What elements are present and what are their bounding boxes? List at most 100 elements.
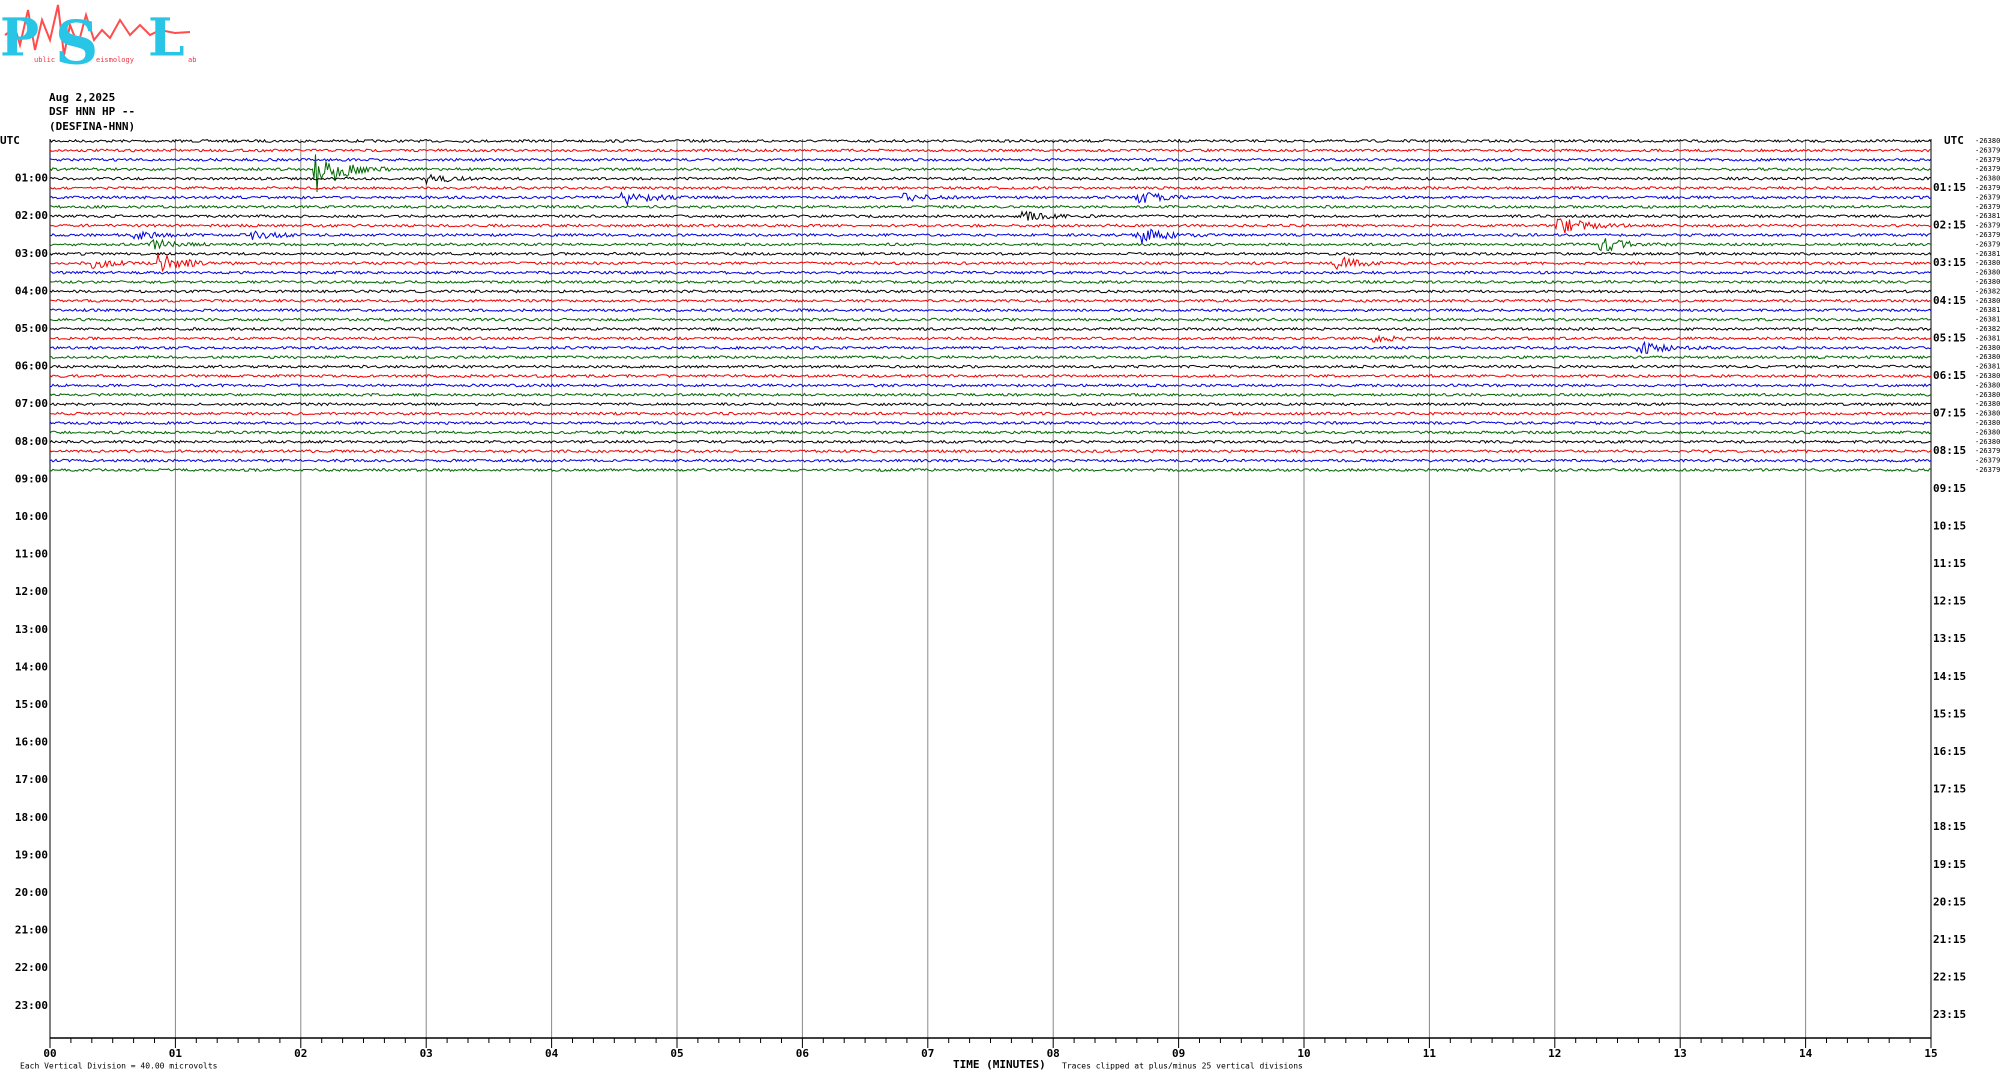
right-time-label: 17:15 [1933,783,1966,796]
x-tick-label: 04 [545,1047,559,1060]
left-time-label: 15:00 [15,698,48,711]
logo-wave [4,4,191,56]
trace [49,383,1932,388]
left-time-label: 02:00 [15,209,48,222]
trace [49,420,1932,426]
left-time-label: 11:00 [15,548,48,561]
right-time-label: 07:15 [1933,407,1966,420]
right-time-label: 18:15 [1933,820,1966,833]
left-time-label: 03:00 [15,247,48,260]
left-time-label: 08:00 [15,435,48,448]
left-time-label: 01:00 [15,172,48,185]
x-tick-label: 08 [1047,1047,1060,1060]
right-time-label: 03:15 [1933,256,1966,269]
right-time-label: 01:15 [1933,181,1966,194]
trace [49,185,1931,191]
trace [49,279,1932,285]
trace [49,439,1932,445]
left-time-label: 09:00 [15,472,48,485]
trace-offset: -26381 [1975,250,2000,258]
trace-offset: -26380 [1975,175,2000,183]
trace [49,458,1932,463]
trace-offset: -26379 [1975,156,2000,164]
right-time-label: 09:15 [1933,482,1966,495]
right-time-label: 19:15 [1933,858,1966,871]
left-time-label: 07:00 [15,397,48,410]
right-time-label: 23:15 [1933,1008,1966,1021]
x-tick-label: 02 [294,1047,307,1060]
right-time-label: 10:15 [1933,519,1966,532]
left-time-label: 23:00 [15,999,48,1012]
trace [49,364,1932,369]
trace [49,355,1932,360]
trace-offset: -26379 [1975,240,2000,248]
left-time-label: 14:00 [15,660,48,673]
left-time-label: 17:00 [15,773,48,786]
logo-letter: L [148,8,185,69]
left-time-label: 20:00 [15,886,48,899]
x-tick-label: 09 [1172,1047,1185,1060]
trace [49,334,1932,343]
logo-small: ublic [34,56,55,64]
trace [49,204,1932,209]
right-utc: UTC [1944,134,1964,147]
trace-offset: -26381 [1975,363,2000,371]
right-time-label: 15:15 [1933,707,1966,720]
x-tick-label: 12 [1548,1047,1561,1060]
right-time-label: 16:15 [1933,745,1966,758]
left-time-label: 10:00 [15,510,48,523]
left-time-label: 18:00 [15,811,48,824]
right-time-label: 20:15 [1933,895,1966,908]
trace-offset: -26380 [1975,428,2000,436]
trace [49,138,1932,144]
trace [49,467,1932,473]
trace-offset: -26380 [1975,410,2000,418]
right-time-label: 22:15 [1933,971,1966,984]
trace-offset: -26379 [1975,146,2000,154]
trace-offset: -26380 [1975,381,2000,389]
logo-small: ab [188,56,196,64]
trace-offset: -26380 [1975,372,2000,380]
logo: P S L ublic eismology ab [0,4,196,79]
trace [49,373,1932,379]
trace [49,430,1932,435]
trace-offset: -26380 [1975,259,2000,267]
x-tick-label: 14 [1799,1047,1813,1060]
trace-offset: -26380 [1975,278,2000,286]
trace [49,317,1932,322]
trace [49,448,1932,454]
station: DSF HNN HP -- [49,105,135,118]
x-tick-label: 01 [169,1047,183,1060]
trace-offset: -26380 [1975,353,2000,361]
trace-offset: -26380 [1975,438,2000,446]
left-time-label: 04:00 [15,284,48,297]
trace [49,173,1932,186]
logo-letter: P [0,8,39,69]
station-name: (DESFINA-HNN) [49,120,135,133]
trace [49,253,1932,273]
trace [49,218,1932,234]
trace-offset: -26381 [1975,212,2000,220]
left-time-label: 12:00 [15,585,48,598]
right-time-label: 04:15 [1933,294,1966,307]
x-tick-label: 15 [1924,1047,1937,1060]
right-time-label: 06:15 [1933,369,1966,382]
trace-offset: -26380 [1975,344,2000,352]
x-tick-label: 05 [670,1047,683,1060]
trace-offset: -26380 [1975,137,2000,145]
trace [49,340,1932,354]
trace-offset: -26380 [1975,419,2000,427]
trace [49,401,1932,407]
x-tick-label: 03 [420,1047,433,1060]
right-time-label: 05:15 [1933,331,1966,344]
trace [49,411,1932,416]
left-time-label: 05:00 [15,322,48,335]
left-time-label: 16:00 [15,736,48,749]
logo-letter: S [55,9,98,79]
trace-offset: -26379 [1975,222,2000,230]
trace [49,289,1932,294]
trace [49,191,1932,207]
date: Aug 2,2025 [49,91,115,104]
trace-offset: -26379 [1975,231,2000,239]
trace [49,157,1932,162]
